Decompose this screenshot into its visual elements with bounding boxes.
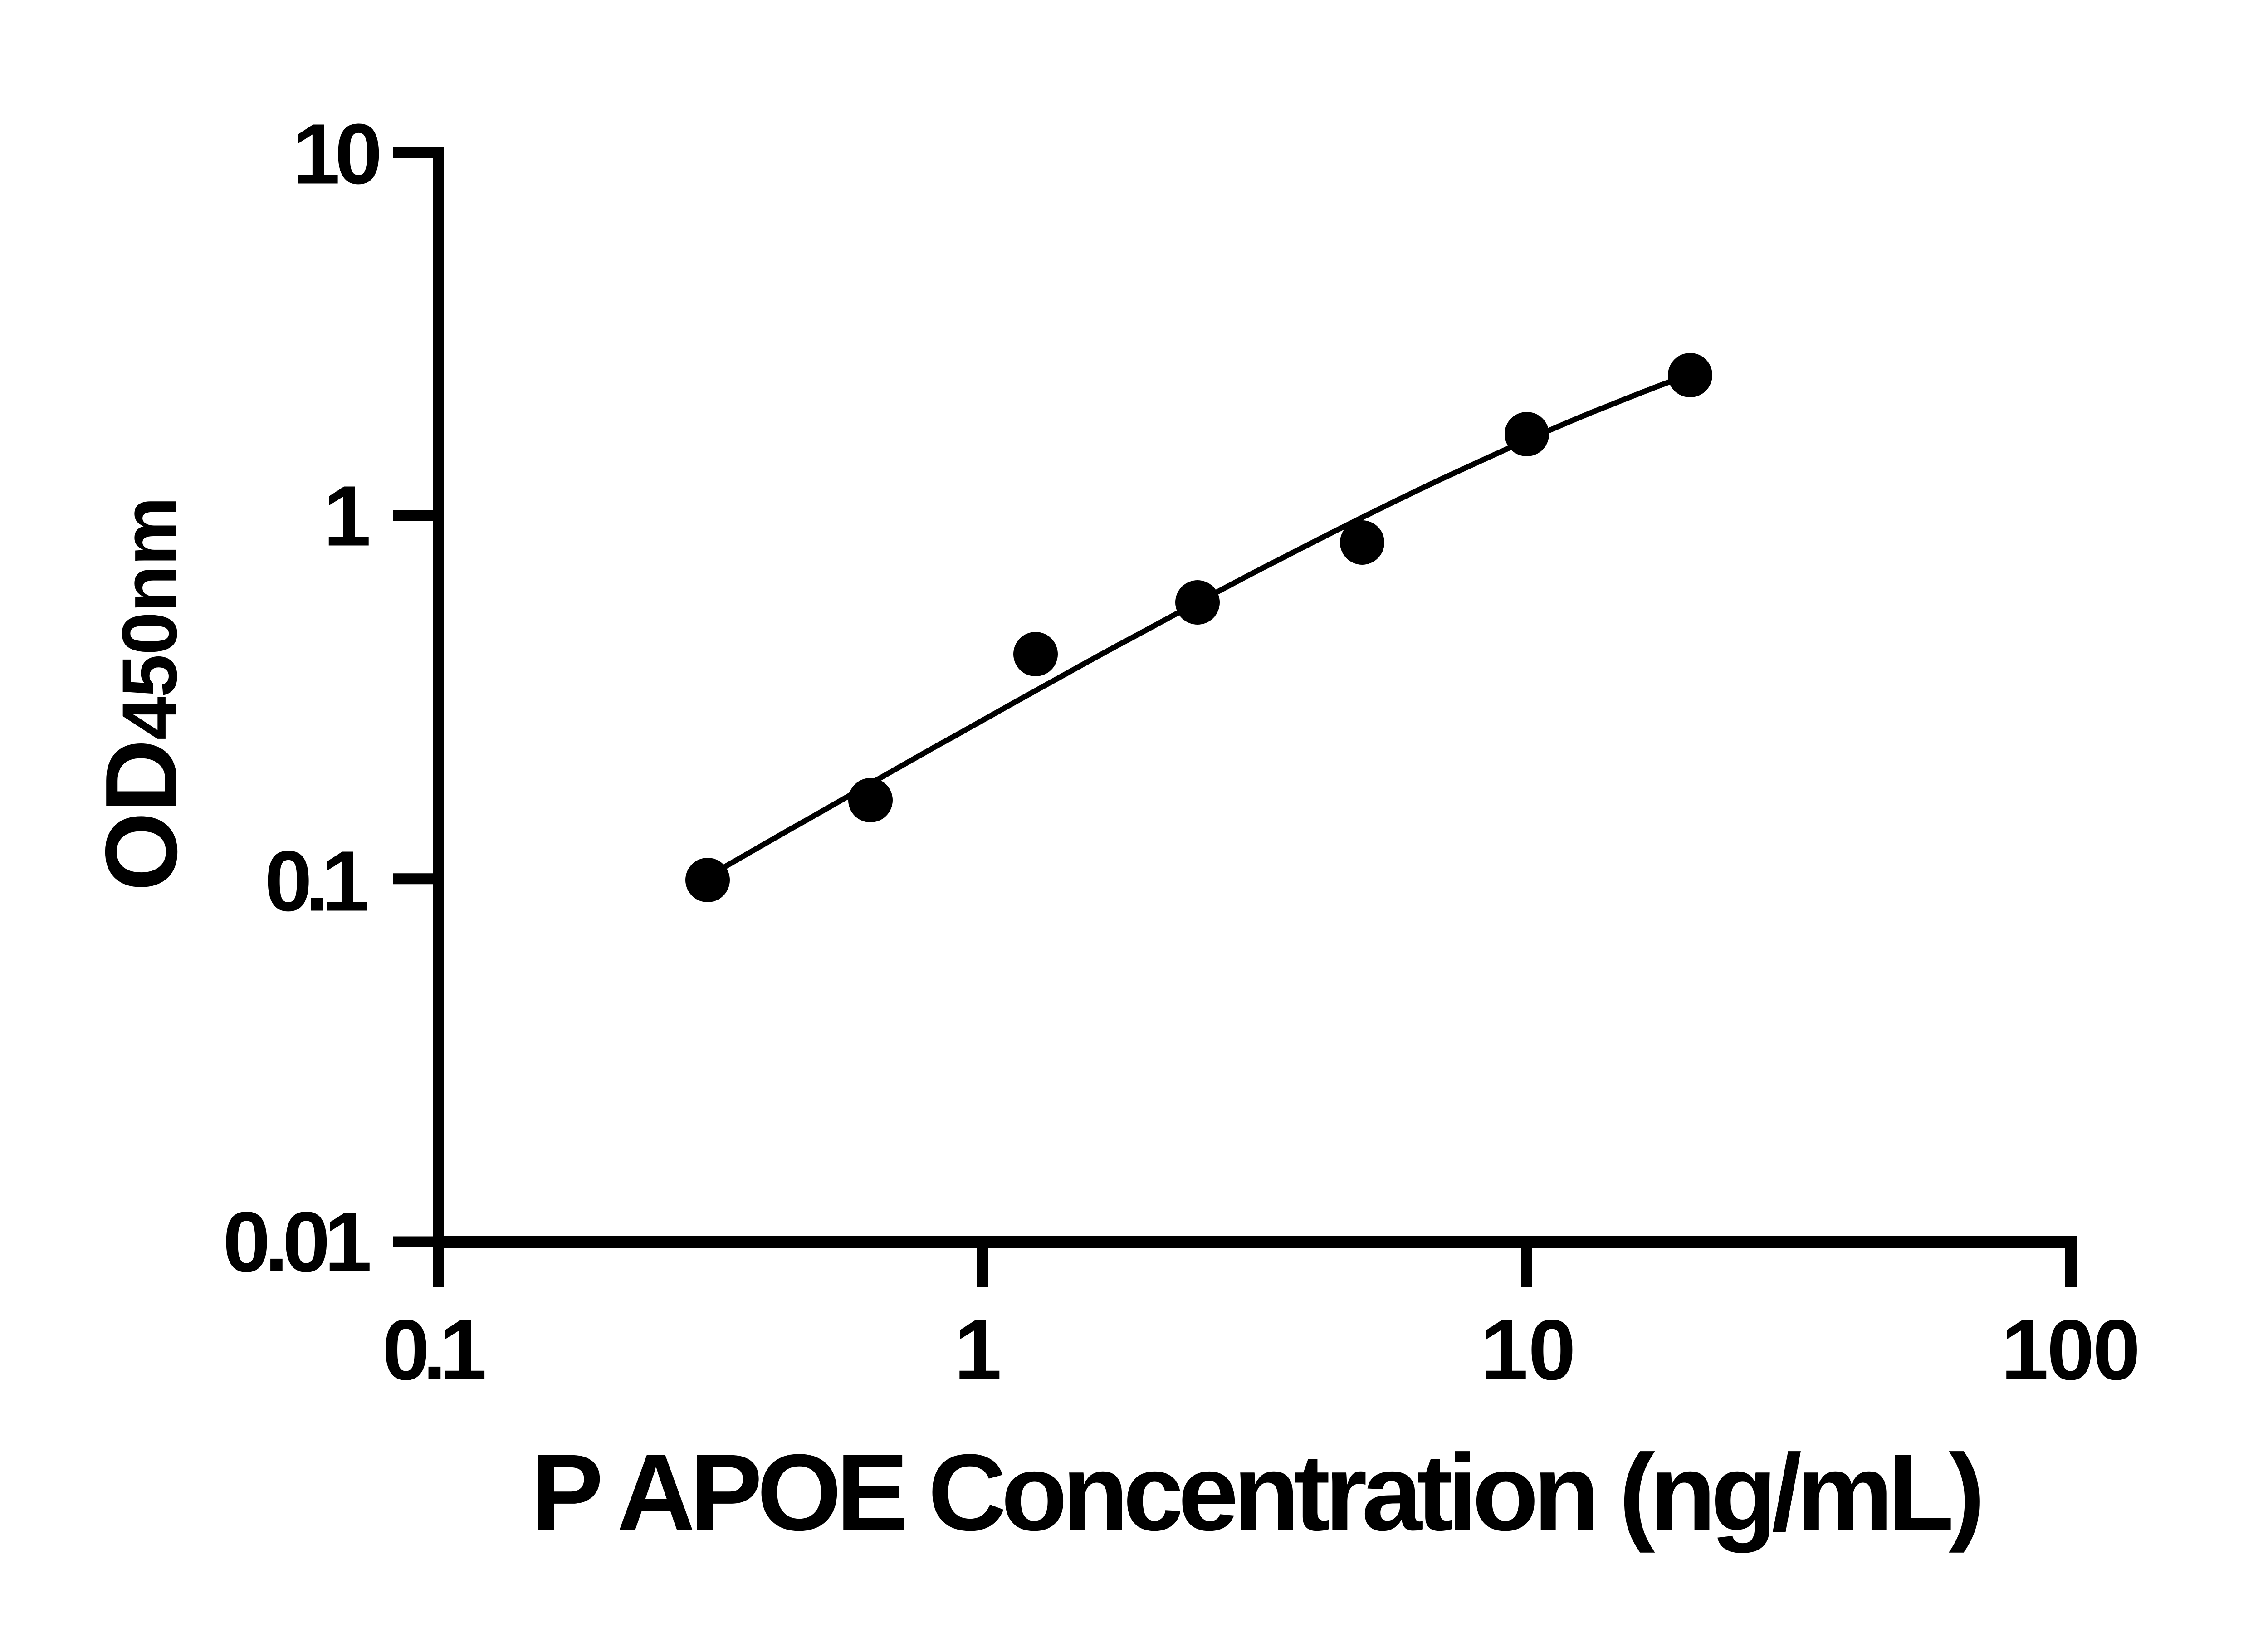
svg-text:0.01: 0.01 xyxy=(223,1194,370,1290)
svg-text:OD450nm: OD450nm xyxy=(84,498,198,891)
svg-text:10: 10 xyxy=(1481,1302,1576,1398)
svg-text:10: 10 xyxy=(293,107,379,202)
svg-text:0.1: 0.1 xyxy=(264,834,367,929)
svg-text:1: 1 xyxy=(323,469,371,564)
svg-text:100: 100 xyxy=(2001,1302,2138,1398)
svg-text:1: 1 xyxy=(954,1302,1002,1398)
svg-text:P APOE Concentration (ng/mL): P APOE Concentration (ng/mL) xyxy=(531,1432,1979,1553)
svg-text:0.1: 0.1 xyxy=(382,1302,485,1398)
